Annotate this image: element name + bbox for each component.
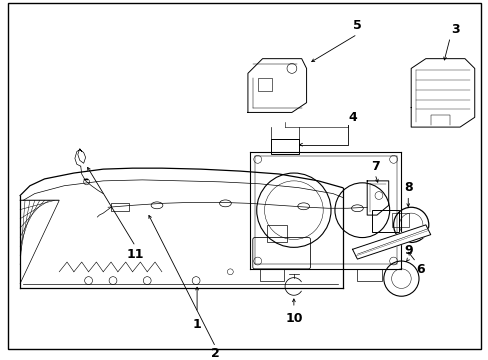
Text: 5: 5 xyxy=(352,19,361,32)
Text: 1: 1 xyxy=(192,318,201,331)
Text: 3: 3 xyxy=(450,23,459,36)
Text: 10: 10 xyxy=(285,312,302,325)
Text: 8: 8 xyxy=(403,181,412,194)
Bar xyxy=(111,203,128,211)
Polygon shape xyxy=(352,225,430,259)
Bar xyxy=(267,225,286,243)
Bar xyxy=(259,269,284,280)
Text: 7: 7 xyxy=(370,160,379,173)
Text: 2: 2 xyxy=(211,347,220,360)
Bar xyxy=(257,78,272,91)
Bar xyxy=(391,213,408,227)
Bar xyxy=(357,269,381,280)
Text: 6: 6 xyxy=(416,263,425,276)
Text: 4: 4 xyxy=(347,111,356,124)
Text: 11: 11 xyxy=(126,248,144,261)
Bar xyxy=(271,139,298,154)
Text: 9: 9 xyxy=(403,244,412,257)
Bar xyxy=(371,210,399,232)
